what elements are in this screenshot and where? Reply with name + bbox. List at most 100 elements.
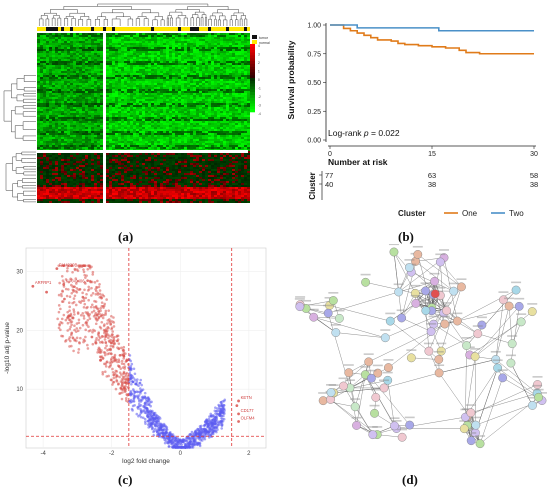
network-node [457,282,466,292]
risk-ylabel: Cluster [308,172,317,200]
caption-c: (c) [118,472,133,487]
network-edges [299,251,543,444]
network-node [491,355,501,364]
network-node [424,346,434,356]
network-node [371,393,381,402]
network-nodes [294,244,547,449]
network-node [385,316,395,326]
network-node [449,286,459,296]
network-node [309,312,319,322]
legend-label: normal [259,41,270,45]
gene-label: KIAA0406 [66,278,86,283]
y-axis-label: Survival probability [286,40,296,119]
gene-label: FAM220B [59,263,78,268]
network-node [326,388,336,397]
caption-a: (a) [118,229,134,244]
y-tick-label: 1.00 [307,23,321,30]
km-series-two [330,24,534,32]
y-tick-label: 0.25 [307,109,321,116]
network-node [462,341,471,350]
gene-label: CD177 [241,408,255,413]
outlier-point [237,420,240,423]
outlier-point [235,404,239,408]
network-node [380,333,390,343]
scale-tick: 3 [258,53,260,57]
network-node [435,257,445,267]
network-node [426,327,436,336]
risk-table: 77 63 58 40 38 38 [319,171,538,200]
network-node [405,263,414,272]
km-series-one [330,24,534,55]
color-scale-bar: 4 3 2 1 0 -1 -2 -3 -4 [250,44,261,116]
network-node [452,316,462,326]
caption-d: (d) [402,472,418,487]
risk-cell: 63 [428,171,436,180]
network-node [352,421,361,430]
legend-entry: One [462,209,478,218]
network-node [350,402,360,412]
risk-cell: 77 [325,171,333,180]
network-node [344,368,354,378]
network-node [389,247,399,257]
scale-tick: -3 [258,104,261,108]
y-tick-label: 20 [16,328,23,334]
x-tick-label: 0 [179,451,183,457]
y-axis-label: -log10 adj p-value [4,322,11,374]
network-node [507,339,517,349]
network-node [384,363,393,372]
x-tick-label: 0 [328,151,332,158]
network-panel [294,244,547,449]
legend-title: Cluster [398,209,426,218]
network-node [516,317,526,327]
scale-tick: -1 [258,87,261,91]
scale-tick: 2 [258,61,260,65]
network-node [477,320,487,330]
network-node [323,308,333,318]
network-node [436,346,446,356]
risk-title: Number at risk [328,157,388,167]
risk-cell: 40 [325,180,333,189]
network-node [514,301,524,311]
network-node [405,420,415,430]
network-node [379,383,389,393]
network-node [470,352,480,361]
network-node [534,392,544,402]
x-tick-label: 15 [428,151,436,158]
outlier-point [62,283,66,286]
outlier-point [55,267,59,270]
outlier-point [237,412,240,416]
x-tick-label: -4 [40,451,46,457]
network-node [295,302,305,312]
y-tick-label: 30 [16,270,23,276]
caption-b: (b) [398,229,414,244]
network-node [528,401,537,410]
top-dendrogram [38,3,248,26]
volcano-points [31,264,240,449]
legend-swatch [252,40,257,44]
x-tick-label: 2 [247,451,251,457]
network-node [421,286,430,296]
scale-tick: 1 [258,70,260,74]
network-node [394,287,404,297]
network-node [511,285,521,295]
scale-tick: 0 [258,78,260,82]
y-tick-label: 0.75 [307,51,321,58]
network-node [430,289,440,299]
risk-cell: 38 [530,180,538,189]
survival-panel: Survival probability 0.00 0.25 0.50 0.75 1.0… [286,23,538,219]
network-node [339,381,348,391]
network-node [440,319,450,329]
network-node [318,396,328,406]
network-node [361,277,370,287]
network-node [499,295,508,305]
y-tick-label: 0.00 [307,138,321,145]
x-tick-label: -2 [109,451,115,457]
network-node [473,329,483,339]
network-node [430,276,439,286]
risk-cell: 38 [428,180,436,189]
network-node [504,301,514,311]
scale-tick: -4 [258,112,261,116]
network-node [533,380,542,389]
gene-label: KETN [241,395,252,400]
